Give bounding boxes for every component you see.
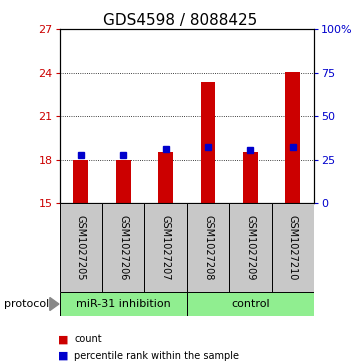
Bar xyxy=(60,292,187,316)
Text: protocol: protocol xyxy=(4,299,49,309)
Text: GSM1027206: GSM1027206 xyxy=(118,215,128,281)
Bar xyxy=(144,203,187,292)
Bar xyxy=(60,203,102,292)
Text: control: control xyxy=(231,299,270,309)
Text: count: count xyxy=(74,334,102,344)
Text: GSM1027207: GSM1027207 xyxy=(161,215,171,281)
Text: percentile rank within the sample: percentile rank within the sample xyxy=(74,351,239,361)
Text: ■: ■ xyxy=(58,334,68,344)
Bar xyxy=(102,203,144,292)
Bar xyxy=(286,72,300,203)
Bar xyxy=(187,292,314,316)
Bar xyxy=(243,152,258,203)
Text: GSM1027208: GSM1027208 xyxy=(203,215,213,281)
Bar xyxy=(229,203,271,292)
Bar xyxy=(187,203,229,292)
Bar xyxy=(158,152,173,203)
Bar xyxy=(73,160,88,203)
Text: GSM1027209: GSM1027209 xyxy=(245,215,256,281)
Text: GDS4598 / 8088425: GDS4598 / 8088425 xyxy=(103,13,258,28)
Text: ■: ■ xyxy=(58,351,68,361)
Text: miR-31 inhibition: miR-31 inhibition xyxy=(76,299,170,309)
Text: GSM1027210: GSM1027210 xyxy=(288,215,298,281)
Bar xyxy=(272,203,314,292)
Bar xyxy=(201,82,216,203)
Polygon shape xyxy=(50,298,59,310)
Bar xyxy=(116,160,131,203)
Text: GSM1027205: GSM1027205 xyxy=(76,215,86,281)
